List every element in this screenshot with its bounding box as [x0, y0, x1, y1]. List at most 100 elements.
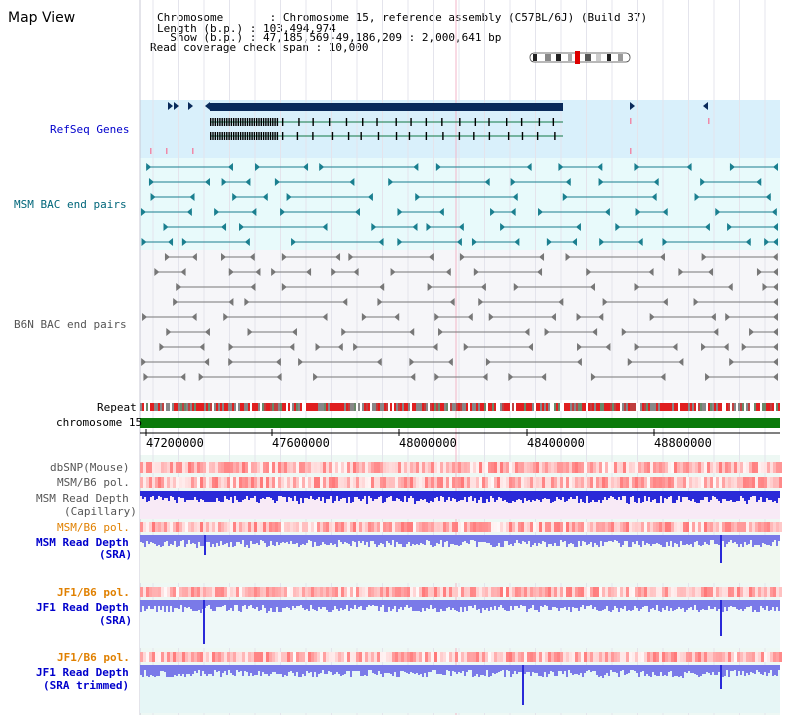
msm-depth-capillary-bar: [486, 491, 488, 499]
msm-depth-sra-bar: [582, 535, 584, 541]
b6n-bac-end: [772, 253, 778, 261]
dbsnp-cell: [644, 462, 647, 473]
msm-depth-sra-bar: [188, 535, 190, 540]
msm-bac-end: [546, 238, 552, 246]
msm-b6-pol-cell: [401, 522, 404, 532]
msm-b6-pol-cell: [773, 522, 776, 532]
jf1-depth-trimmed-bar: [530, 665, 532, 676]
msm-depth-capillary-bar: [282, 491, 284, 497]
repeat-segment: [674, 403, 676, 411]
exon-mark: [258, 118, 260, 126]
msm-b6-pol-cell: [512, 477, 515, 488]
msm-bac-end: [146, 163, 152, 171]
exon-mark: [272, 132, 274, 140]
msm-depth-capillary-bar: [756, 491, 758, 502]
track-label-refseq[interactable]: RefSeq Genes: [50, 123, 130, 136]
dbsnp-cell: [539, 462, 542, 473]
msm-b6-pol-cell: [467, 522, 470, 532]
b6n-bac-end: [756, 268, 762, 276]
repeat-segment: [750, 403, 752, 411]
exon-mark: [212, 118, 214, 126]
msm-b6-pol-cell: [704, 477, 707, 488]
msm-b6-pol-cell: [143, 477, 146, 488]
jf1-b6-pol-cell: [377, 587, 380, 597]
msm-depth-sra-bar: [698, 535, 700, 545]
msm-b6-pol-cell: [140, 477, 143, 488]
msm-depth-capillary-bar: [546, 491, 548, 499]
msm-b6-pol-cell: [740, 477, 743, 488]
repeat-segment: [300, 403, 302, 411]
msm-depth-sra-bar: [602, 535, 604, 546]
jf1-depth-sra-bar: [268, 600, 270, 611]
dbsnp-cell: [227, 462, 230, 473]
msm-depth-sra-bar: [334, 535, 336, 544]
msm-b6-pol-cell: [614, 522, 617, 532]
jf1-depth-trimmed-bar: [184, 665, 186, 677]
repeat-segment: [244, 403, 246, 411]
exon-mark: [552, 118, 555, 126]
jf1-b6-pol-cell: [542, 587, 545, 597]
repeat-segment: [704, 403, 706, 411]
jf1-depth-trimmed-bar: [570, 665, 572, 673]
jf1-depth-trimmed-bar: [714, 665, 716, 675]
jf1-depth-sra-bar: [356, 600, 358, 609]
msm-depth-capillary-bar: [304, 491, 306, 498]
jf1-b6-pol-cell: [254, 587, 257, 597]
jf1-depth-trimmed-bar: [588, 665, 590, 670]
jf1-depth-trimmed-bar: [434, 665, 436, 670]
msm-bac-end: [412, 223, 418, 231]
track-label-msm-bac[interactable]: MSM BAC end pairs: [14, 198, 127, 211]
msm-depth-sra-bar: [544, 535, 546, 542]
track-label-b6n-bac[interactable]: B6N BAC end pairs: [14, 318, 127, 331]
b6n-bac-end: [223, 313, 229, 321]
jf1-depth-trimmed-bar: [224, 665, 226, 671]
msm-depth-capillary-bar: [524, 491, 526, 498]
msm-b6-pol-cell: [188, 477, 191, 488]
msm-b6-pol-cell: [650, 477, 653, 488]
jf1-depth-trimmed-bar: [220, 665, 222, 677]
msm-depth-capillary-bar: [550, 491, 552, 503]
repeat-segment: [712, 403, 714, 411]
dbsnp-cell: [533, 462, 536, 473]
msm-depth-capillary-bar: [522, 491, 524, 503]
dbsnp-cell: [680, 462, 683, 473]
b6n-bac-end: [541, 373, 547, 381]
repeat-segment: [586, 403, 588, 411]
dbsnp-cell: [209, 462, 212, 473]
jf1-depth-trimmed-bar: [338, 665, 340, 674]
msm-b6-pol-cell: [194, 522, 197, 532]
exon-mark: [223, 118, 226, 126]
msm-b6-pol-cell: [488, 477, 491, 488]
jf1-depth-sra-bar: [176, 600, 178, 608]
jf1-depth-trimmed-bar: [566, 665, 568, 677]
jf1-b6-pol-cell: [257, 652, 260, 662]
jf1-depth-sra-bar: [718, 600, 720, 609]
msm-b6-pol-cell: [539, 477, 542, 488]
jf1-depth-sra-bar: [494, 600, 496, 606]
msm-b6-pol-cell: [242, 522, 245, 532]
jf1-depth-trimmed-bar: [460, 665, 462, 673]
msm-depth-capillary-bar: [292, 491, 294, 501]
msm-depth-sra-bar: [674, 535, 676, 543]
jf1-depth-sra-bar: [698, 600, 700, 612]
exon-mark: [258, 132, 260, 140]
repeat-segment: [520, 403, 522, 411]
msm-depth-sra-bar: [662, 535, 664, 547]
exon-mark: [256, 132, 258, 140]
jf1-b6-pol-cell: [158, 652, 161, 662]
jf1-b6-pol-cell: [158, 587, 161, 597]
repeat-segment: [352, 403, 354, 411]
msm-depth-capillary-bar: [492, 491, 494, 498]
jf1-b6-pol-cell: [593, 587, 596, 597]
dbsnp-cell: [233, 462, 236, 473]
dbsnp-cell: [236, 462, 239, 473]
dbsnp-cell: [479, 462, 482, 473]
msm-depth-sra-bar: [178, 535, 180, 546]
msm-bac-end: [526, 163, 532, 171]
jf1-depth-sra-bar: [728, 600, 730, 607]
msm-b6-pol-cell: [191, 477, 194, 488]
msm-b6-pol-cell: [179, 522, 182, 532]
msm-b6-pol-cell: [620, 477, 623, 488]
repeat-segment: [642, 403, 644, 411]
